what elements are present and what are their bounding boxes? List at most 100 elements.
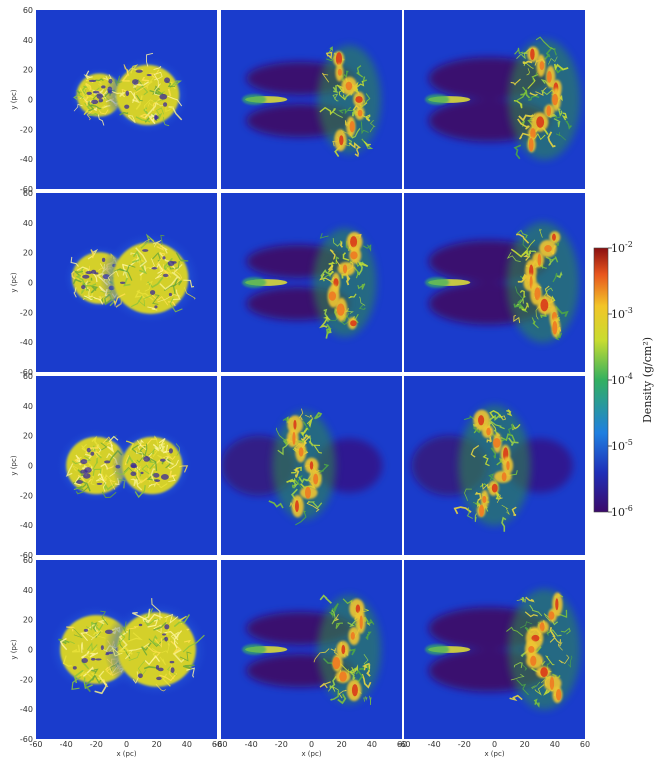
- x-tick-label: 60: [580, 740, 590, 749]
- y-tick-label: -20: [20, 125, 33, 134]
- x-tick-label: -60: [397, 740, 410, 749]
- y-tick-label: -60: [20, 368, 33, 377]
- dense-core: [524, 592, 563, 704]
- colorbar-tick-label: 10-3: [611, 306, 633, 321]
- y-tick-label: 40: [23, 219, 33, 228]
- density-structures: [62, 230, 202, 326]
- x-tick-label: -40: [245, 740, 258, 749]
- cloud-filaments: [115, 435, 189, 499]
- y-tick-label: 40: [23, 586, 33, 595]
- y-tick-label: 0: [28, 462, 33, 471]
- x-tick-label: -60: [214, 740, 227, 749]
- y-tick-label: -40: [20, 155, 33, 164]
- dense-core: [523, 231, 561, 338]
- x-tick-label: 0: [124, 740, 129, 749]
- y-tick-label: -20: [20, 491, 33, 500]
- y-tick-label: 60: [23, 6, 33, 15]
- cloud-filaments: [111, 598, 205, 692]
- x-tick-label: 20: [337, 740, 347, 749]
- y-axis-label: y (pc): [10, 89, 18, 109]
- cloud-filaments: [107, 233, 196, 313]
- cloud-body: [66, 436, 127, 495]
- x-tick-label: 40: [550, 740, 560, 749]
- dense-core: [286, 415, 322, 518]
- y-tick-label: 0: [28, 96, 33, 105]
- x-tick-label: 0: [309, 740, 314, 749]
- y-tick-label: -40: [20, 338, 33, 347]
- density-panel-r2-c0: [36, 376, 217, 555]
- density-panel-r3-c2: [404, 560, 585, 739]
- y-tick-label: -40: [20, 521, 33, 530]
- x-tick-label: -20: [90, 740, 103, 749]
- x-tick-label: 20: [520, 740, 530, 749]
- density-panel-r3-c0: [36, 560, 217, 739]
- y-tick-label: -60: [20, 735, 33, 744]
- colorbar-gradient: [593, 247, 609, 513]
- density-panel-r2-c2: [404, 376, 585, 555]
- y-tick-label: -60: [20, 185, 33, 194]
- density-panel-r1-c0: [36, 193, 217, 372]
- density-structures: [221, 408, 383, 526]
- dense-core: [473, 409, 514, 518]
- colorbar-ticks: 10-2 10-3 10-4 10-5 10-6: [608, 240, 633, 519]
- density-structures: [55, 427, 193, 504]
- axes-labels: 60 40 20 0 -20 -40 -60 y (pc) 60 40 20 0 -20 -40 -60 y …: [10, 6, 590, 758]
- y-tick-label: 60: [23, 372, 33, 381]
- density-structures: [242, 594, 381, 706]
- colorbar-tick-label: 10-4: [611, 372, 633, 387]
- y-tick-label: 60: [23, 189, 33, 198]
- y-tick-label: -60: [20, 551, 33, 560]
- x-tick-label: -40: [428, 740, 441, 749]
- y-tick-label: 40: [23, 36, 33, 45]
- dense-core: [527, 46, 562, 153]
- y-tick-label: -20: [20, 308, 33, 317]
- y-tick-label: 40: [23, 402, 33, 411]
- cloud-body: [112, 242, 189, 314]
- y-tick-label: 20: [23, 249, 33, 258]
- density-panel-r2-c1: [221, 376, 402, 555]
- x-axis-label: x (pc): [116, 750, 136, 758]
- y-axis-label: y (pc): [10, 455, 18, 475]
- density-structures: [68, 52, 191, 135]
- colorbar: 10-2 10-3 10-4 10-5 10-6 Density (g/cm²): [593, 240, 654, 519]
- density-panel-r0-c0: [36, 10, 217, 189]
- y-tick-label: -20: [20, 675, 33, 684]
- density-structures: [425, 222, 579, 343]
- y-tick-label: 0: [28, 646, 33, 655]
- x-tick-label: 40: [367, 740, 377, 749]
- density-structures: [242, 228, 377, 339]
- x-tick-label: -40: [60, 740, 73, 749]
- density-structures: [425, 36, 581, 160]
- y-axis-label: y (pc): [10, 639, 18, 659]
- density-panel-r0-c1: [221, 10, 402, 189]
- density-panel-r1-c1: [221, 193, 402, 372]
- y-tick-label: 60: [23, 556, 33, 565]
- y-tick-label: 20: [23, 66, 33, 75]
- x-tick-label: 60: [212, 740, 222, 749]
- density-panel-r0-c2: [404, 10, 585, 189]
- y-tick-label: -40: [20, 705, 33, 714]
- cloud-body: [117, 612, 196, 687]
- density-structures: [411, 405, 573, 532]
- shocked-layer: [508, 36, 581, 160]
- x-tick-label: 0: [492, 740, 497, 749]
- x-tick-label: -20: [458, 740, 471, 749]
- x-tick-label: 20: [152, 740, 162, 749]
- colorbar-tick-label: 10-2: [611, 240, 633, 255]
- dense-core: [332, 598, 366, 702]
- y-tick-label: 0: [28, 279, 33, 288]
- x-axis-label: x (pc): [484, 750, 504, 758]
- y-tick-label: 20: [23, 616, 33, 625]
- x-tick-label: 40: [182, 740, 192, 749]
- dense-core: [333, 51, 365, 152]
- x-tick-label: 60: [397, 740, 407, 749]
- y-tick-label: 20: [23, 432, 33, 441]
- density-panel-r3-c1: [221, 560, 402, 739]
- cloud-body: [115, 64, 180, 126]
- dense-core: [327, 231, 363, 330]
- colorbar-tick-label: 10-5: [611, 438, 633, 453]
- y-axis-label: y (pc): [10, 272, 18, 292]
- x-tick-label: -60: [29, 740, 42, 749]
- shocked-layer: [506, 222, 579, 343]
